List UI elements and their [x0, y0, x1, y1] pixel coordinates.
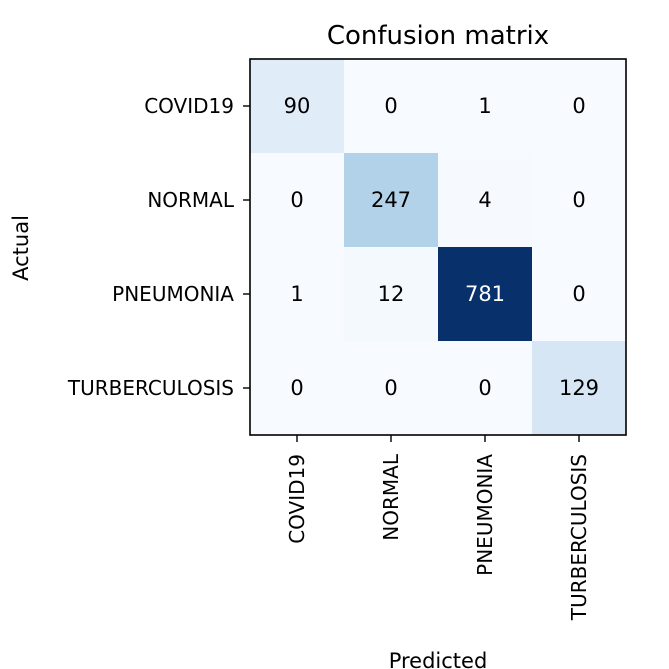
heatmap-cell	[438, 341, 532, 435]
cell-value-label: 0	[572, 282, 585, 306]
x-axis-ticks: COVID19 NORMAL PNEUMONIA TURBERCULOSIS	[285, 435, 591, 621]
cell-value-label: 0	[572, 94, 585, 118]
heatmap-cell	[438, 59, 532, 153]
heatmap-cell-labels: 90 0 1 0 0 247 4 0 1 12 781 0 0 0 0 129	[284, 94, 599, 400]
cell-value-label: 781	[465, 282, 505, 306]
heatmap-cell	[438, 153, 532, 247]
plot-frame	[249, 58, 627, 436]
x-tick-label: TURBERCULOSIS	[567, 454, 591, 621]
x-tick-label: NORMAL	[379, 453, 403, 541]
heatmap-cell	[250, 59, 344, 153]
cell-value-label: 1	[478, 94, 491, 118]
cell-value-label: 12	[378, 282, 405, 306]
cell-value-label: 0	[478, 376, 491, 400]
cell-value-label: 129	[559, 376, 599, 400]
cell-value-label: 90	[284, 94, 311, 118]
heatmap-cell	[250, 247, 344, 341]
heatmap-cell	[250, 341, 344, 435]
heatmap-cell	[344, 153, 438, 247]
cell-value-label: 0	[572, 188, 585, 212]
heatmap-cell	[532, 247, 626, 341]
x-axis-label: Predicted	[389, 649, 488, 669]
heatmap-cells	[250, 59, 626, 435]
heatmap-cell	[438, 247, 532, 341]
heatmap-cell	[532, 153, 626, 247]
chart-title: Confusion matrix	[327, 21, 549, 51]
y-axis-label: Actual	[9, 215, 33, 281]
heatmap-cell	[532, 59, 626, 153]
y-tick-label: COVID19	[144, 94, 234, 118]
cell-value-label: 247	[371, 188, 411, 212]
y-tick-label: NORMAL	[147, 188, 235, 212]
cell-value-label: 0	[384, 94, 397, 118]
cell-value-label: 4	[478, 188, 491, 212]
y-tick-label: TURBERCULOSIS	[67, 376, 234, 400]
y-axis-ticks: COVID19 NORMAL PNEUMONIA TURBERCULOSIS	[67, 94, 250, 400]
heatmap-cell	[344, 59, 438, 153]
heatmap-cell	[250, 153, 344, 247]
x-tick-label: COVID19	[285, 454, 309, 544]
cell-value-label: 0	[290, 376, 303, 400]
y-tick-label: PNEUMONIA	[112, 282, 234, 306]
heatmap-cell	[532, 341, 626, 435]
heatmap-cell	[344, 247, 438, 341]
cell-value-label: 0	[290, 188, 303, 212]
cell-value-label: 0	[384, 376, 397, 400]
x-tick-label: PNEUMONIA	[473, 454, 497, 576]
heatmap-cell	[344, 341, 438, 435]
cell-value-label: 1	[290, 282, 303, 306]
